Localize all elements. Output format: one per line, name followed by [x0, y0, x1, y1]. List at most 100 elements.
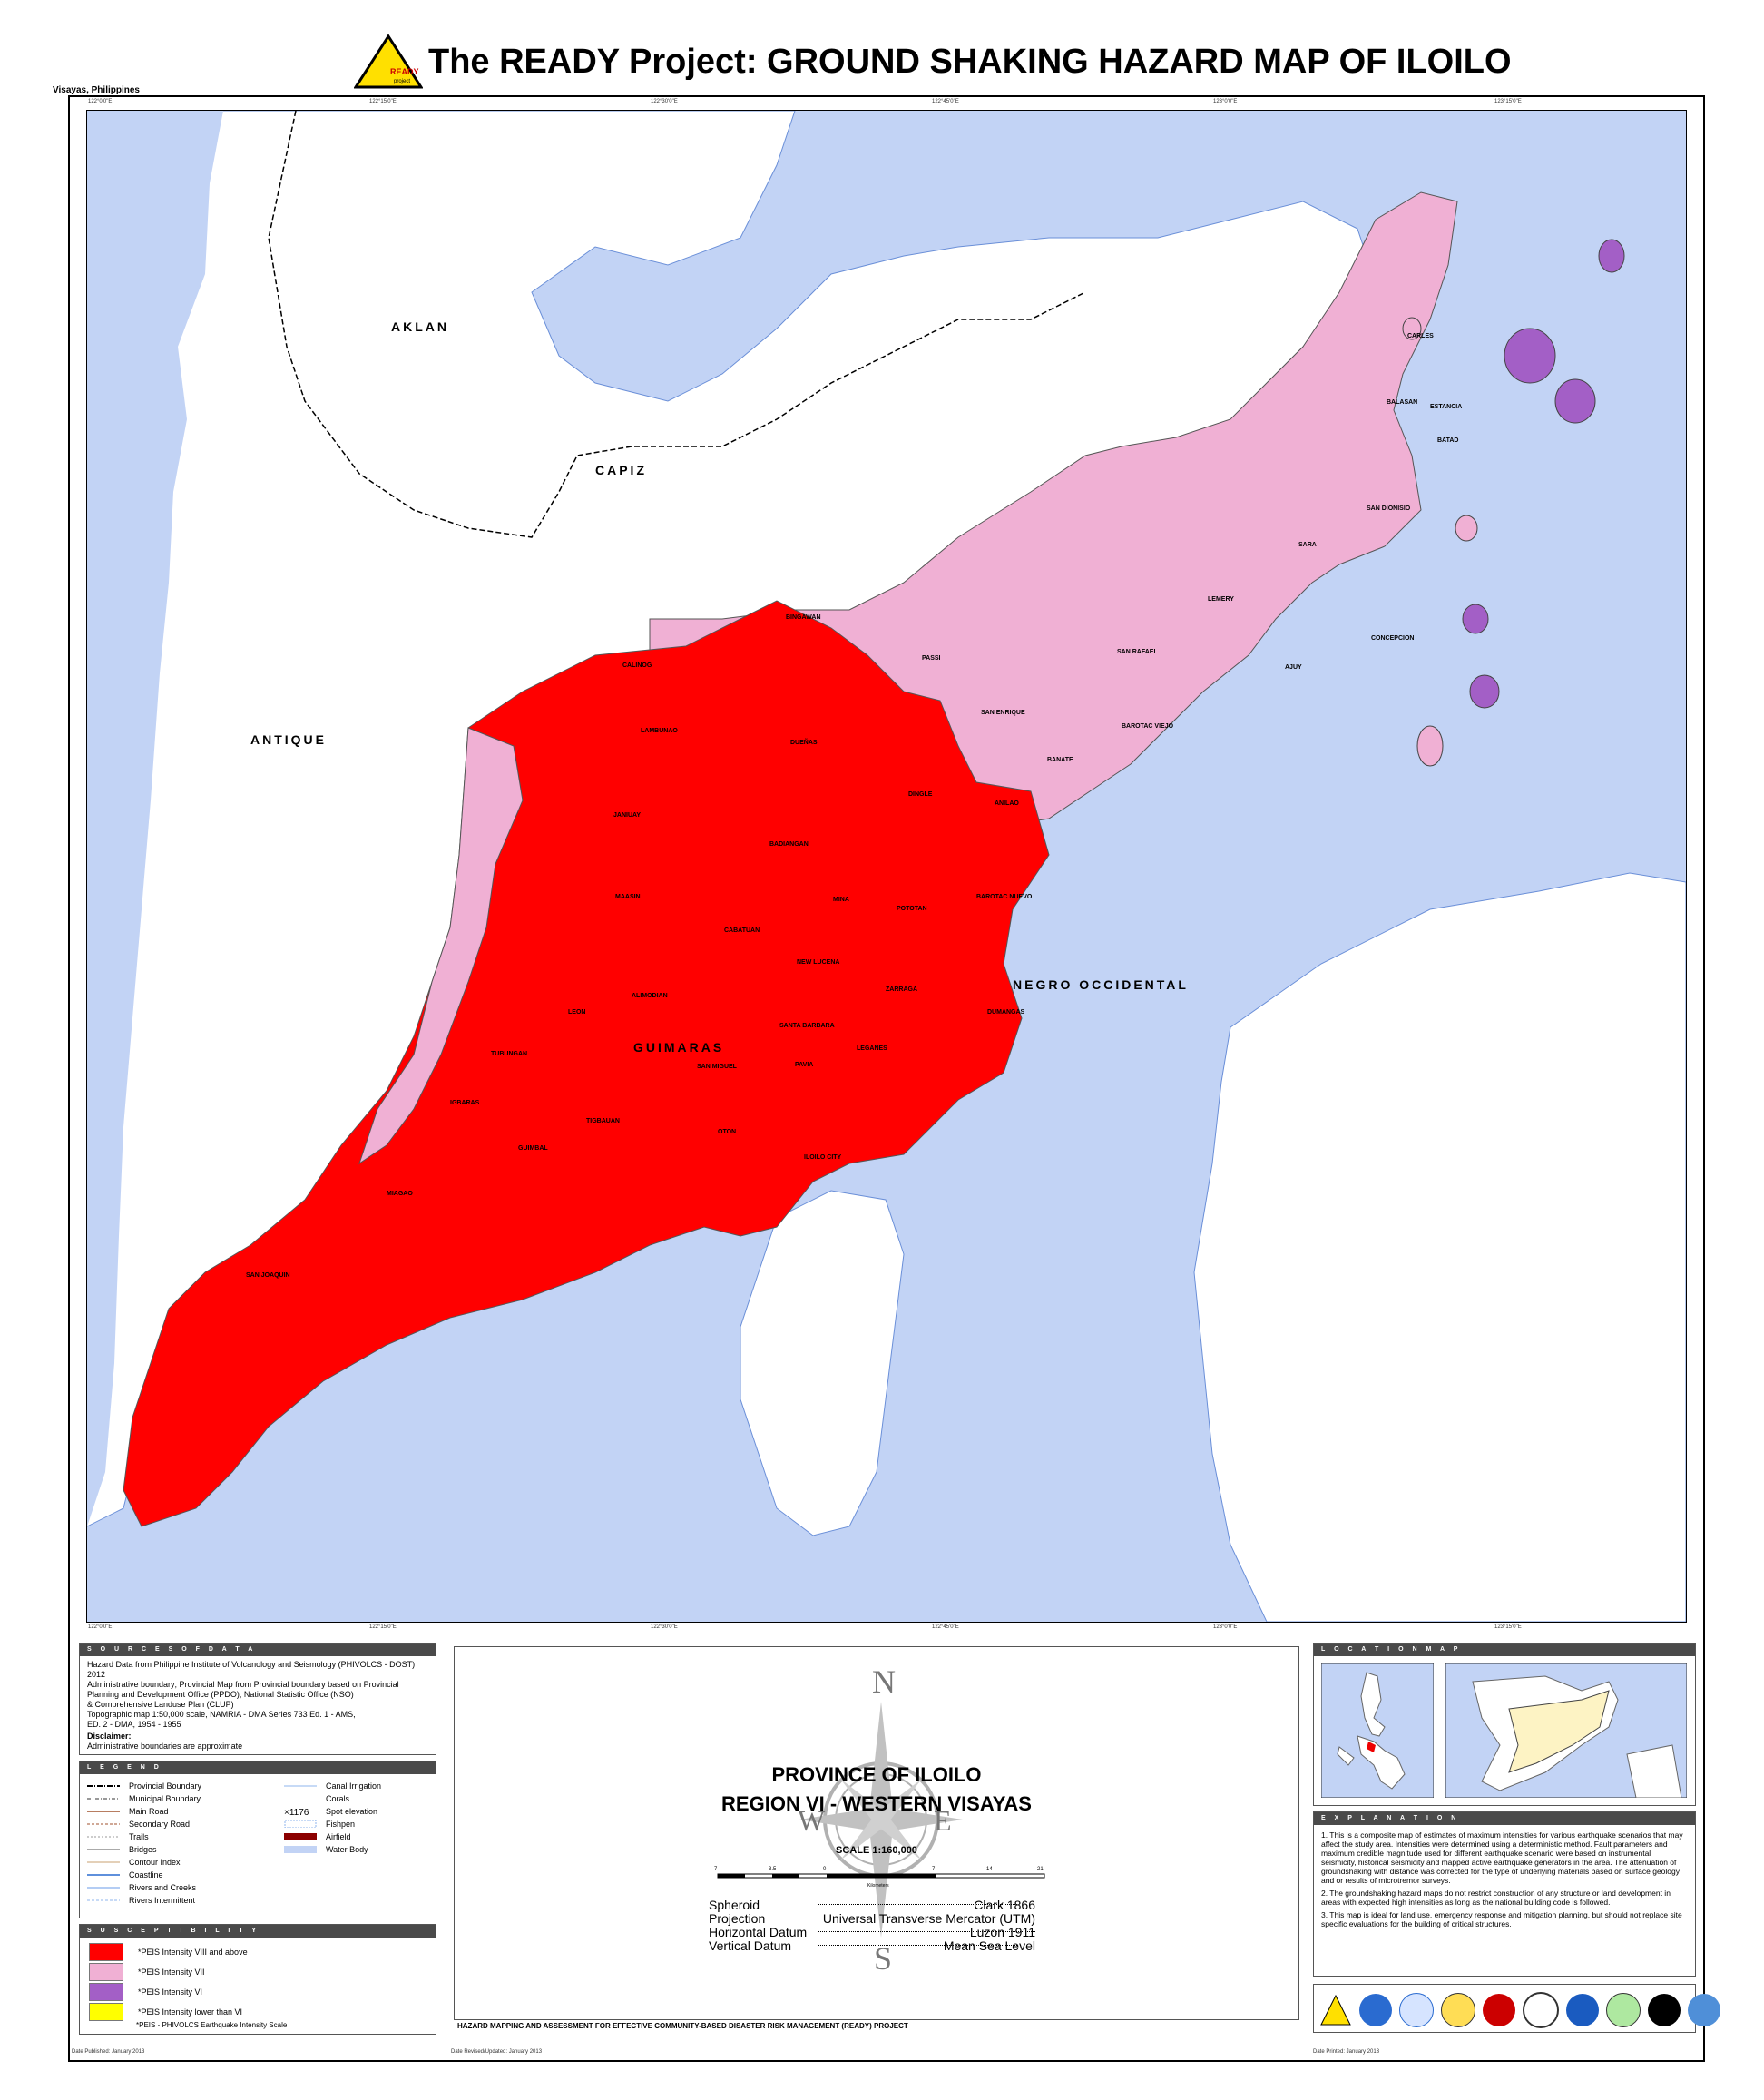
- phivolcs-logo-icon: [1359, 1994, 1392, 2026]
- legend-label: Secondary Road: [129, 1820, 191, 1829]
- muni-label: LEMERY: [1208, 596, 1234, 603]
- legend-item: Contour Index: [87, 1858, 181, 1867]
- muni-label: POTOTAN: [897, 906, 927, 912]
- sources-line: ED. 2 - DMA, 1954 - 1955: [87, 1720, 181, 1729]
- datum-leader: [818, 1945, 1017, 1946]
- project-footer: HAZARD MAPPING AND ASSESSMENT FOR EFFECT…: [457, 2022, 908, 2030]
- intensity-vi-island: [1469, 674, 1500, 709]
- muni-label: DUEÑAS: [790, 740, 818, 746]
- muni-label: PASSI: [922, 655, 941, 662]
- datum-value: Universal Transverse Mercator (UTM): [822, 1911, 1035, 1926]
- legend-item: Main Road: [87, 1807, 169, 1816]
- explanation-heading: E X P L A N A T I O N: [1314, 1812, 1695, 1825]
- legend-item: Municipal Boundary: [87, 1794, 201, 1803]
- legend-item: Fishpen: [284, 1820, 355, 1829]
- spot-elevation-symbol: ×1176: [284, 1808, 309, 1818]
- fishpen-symbol: [284, 1820, 317, 1828]
- rivers-intermittent-symbol: [87, 1899, 120, 1901]
- lon-tick: 123°0'0"E: [1213, 1624, 1238, 1630]
- intensity-vii-island: [1416, 725, 1444, 767]
- susceptibility-label: *PEIS Intensity VII: [138, 1968, 205, 1977]
- muni-label: AJUY: [1285, 664, 1302, 671]
- muni-label: MIAGAO: [387, 1191, 413, 1197]
- legend-item: Canal Irrigation: [284, 1781, 381, 1791]
- muni-label: LAMBUNAO: [641, 728, 678, 734]
- location-map-panel: L O C A T I O N M A P: [1313, 1643, 1696, 1806]
- legend-label: Airfield: [326, 1832, 351, 1841]
- ready-logo: READY project: [354, 34, 423, 89]
- neda-logo-icon: [1523, 1992, 1559, 2028]
- muni-label: JANIUAY: [613, 812, 642, 819]
- intensity-vi-island: [1462, 604, 1489, 634]
- location-heading: L O C A T I O N M A P: [1314, 1644, 1695, 1656]
- date-printed: Date Printed: January 2013: [1313, 2049, 1380, 2055]
- muni-label: ZARRAGA: [886, 986, 917, 993]
- bottom-panel: S O U R C E S O F D A T A Hazard Data fr…: [68, 1634, 1764, 2062]
- airfield-symbol: [284, 1833, 317, 1840]
- provincial-boundary: [268, 111, 1086, 538]
- label-capiz: CAPIZ: [595, 463, 647, 477]
- sources-panel: S O U R C E S O F D A T A Hazard Data fr…: [79, 1643, 436, 1755]
- intensity-viii-zone: [122, 600, 1050, 1527]
- muni-label: SANTA BARBARA: [779, 1023, 835, 1029]
- muni-label: SARA: [1298, 542, 1317, 548]
- sources-line: Administrative boundary; Provincial Map …: [87, 1680, 399, 1689]
- legend-heading: L E G E N D: [80, 1761, 436, 1774]
- explanation-panel: E X P L A N A T I O N 1. This is a compo…: [1313, 1811, 1696, 1977]
- susceptibility-item: *PEIS Intensity VIII and above: [89, 1943, 248, 1961]
- muni-label: LEGANES: [857, 1045, 887, 1052]
- muni-label: MAASIN: [615, 894, 641, 900]
- legend-item: Coastline: [87, 1870, 163, 1879]
- muni-label: DUMANGAS: [987, 1009, 1025, 1016]
- muni-label: IGBARAS: [450, 1100, 480, 1106]
- susceptibility-label: *PEIS Intensity lower than VI: [138, 2007, 243, 2017]
- compass-e: E: [934, 1804, 952, 1837]
- pagasa-logo-icon: [1399, 1993, 1434, 2027]
- map-title: The READY Project: GROUND SHAKING HAZARD…: [428, 42, 1512, 81]
- datum-leader: [818, 1931, 1035, 1932]
- muni-label: CONCEPCION: [1371, 635, 1415, 642]
- legend-label: Provincial Boundary: [129, 1781, 202, 1791]
- date-revised: Date Revised/Updated: January 2013: [451, 2049, 543, 2055]
- water-body-symbol: [284, 1846, 317, 1853]
- lon-tick: 122°45'0"E: [932, 1624, 959, 1630]
- intensity-viii-swatch: [89, 1943, 123, 1961]
- legend-item: Rivers and Creeks: [87, 1883, 196, 1892]
- muni-label: BAROTAC VIEJO: [1122, 723, 1174, 730]
- sources-line: Planning and Development Office (PPDO); …: [87, 1690, 354, 1699]
- sources-text: Hazard Data from Philippine Institute of…: [80, 1656, 436, 1755]
- scale-tick: 0: [823, 1867, 827, 1872]
- muni-label: ALIMODIAN: [632, 993, 668, 999]
- legend-label: Spot elevation: [326, 1807, 378, 1816]
- logo-sub: project: [394, 79, 410, 84]
- muni-label: NEW LUCENA: [797, 959, 840, 966]
- susceptibility-item: *PEIS Intensity VI: [89, 1983, 202, 2001]
- muni-label: LEON: [568, 1009, 586, 1016]
- map-canvas[interactable]: AKLAN CAPIZ ANTIQUE GUIMARAS NEGRO OCCID…: [86, 110, 1687, 1623]
- explanation-p1: 1. This is a composite map of estimates …: [1321, 1830, 1683, 1885]
- intensity-vi-island: [1598, 239, 1625, 273]
- lon-tick: 123°0'0"E: [1213, 99, 1238, 104]
- legend-item: Bridges: [87, 1845, 157, 1854]
- susceptibility-label: *PEIS Intensity VI: [138, 1987, 203, 1997]
- muni-label: BANATE: [1047, 757, 1073, 763]
- muni-label: SAN MIGUEL: [697, 1064, 737, 1070]
- west-sea: [87, 111, 223, 1526]
- intensity-vi-island: [1554, 378, 1596, 424]
- region-label: Visayas, Philippines: [53, 85, 140, 95]
- muni-label: CALINOG: [622, 662, 652, 669]
- trails-symbol: [87, 1836, 120, 1838]
- muni-label: CARLES: [1407, 333, 1434, 339]
- muni-label: PAVIA: [795, 1062, 814, 1068]
- main-road-symbol: [87, 1811, 120, 1812]
- scale-label: SCALE 1:160,000: [836, 1845, 917, 1856]
- bridges-symbol: [87, 1849, 120, 1850]
- legend-label: Municipal Boundary: [129, 1794, 201, 1803]
- lon-tick: 122°15'0"E: [369, 1624, 397, 1630]
- legend-item: Airfield: [284, 1832, 351, 1841]
- namria-logo-icon: [1566, 1994, 1599, 2026]
- ausaid-logo-icon: [1728, 1994, 1764, 2026]
- legend-item: Corals: [284, 1794, 349, 1803]
- muni-label: CABATUAN: [724, 927, 760, 934]
- legend-item: Rivers Intermittent: [87, 1896, 195, 1905]
